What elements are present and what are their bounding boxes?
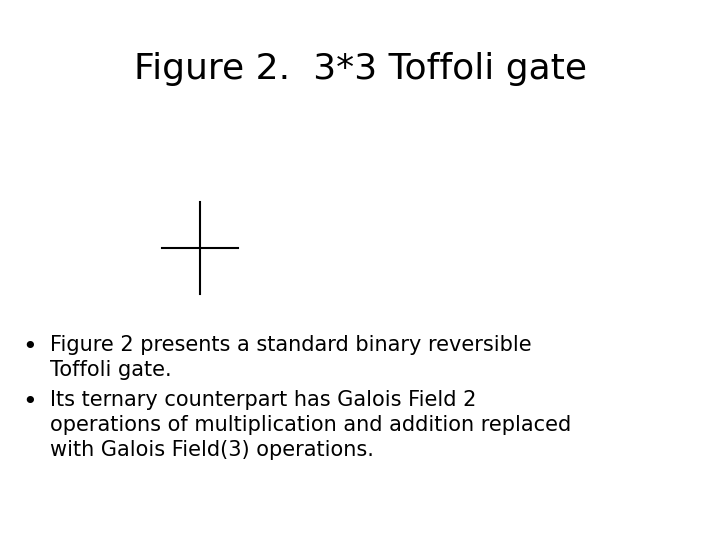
Text: Its ternary counterpart has Galois Field 2
operations of multiplication and addi: Its ternary counterpart has Galois Field… xyxy=(50,390,571,460)
Text: Figure 2.  3*3 Toffoli gate: Figure 2. 3*3 Toffoli gate xyxy=(133,52,587,86)
Text: Figure 2 presents a standard binary reversible
Toffoli gate.: Figure 2 presents a standard binary reve… xyxy=(50,335,531,380)
Text: •: • xyxy=(22,390,37,414)
Text: •: • xyxy=(22,335,37,359)
Ellipse shape xyxy=(162,202,238,294)
